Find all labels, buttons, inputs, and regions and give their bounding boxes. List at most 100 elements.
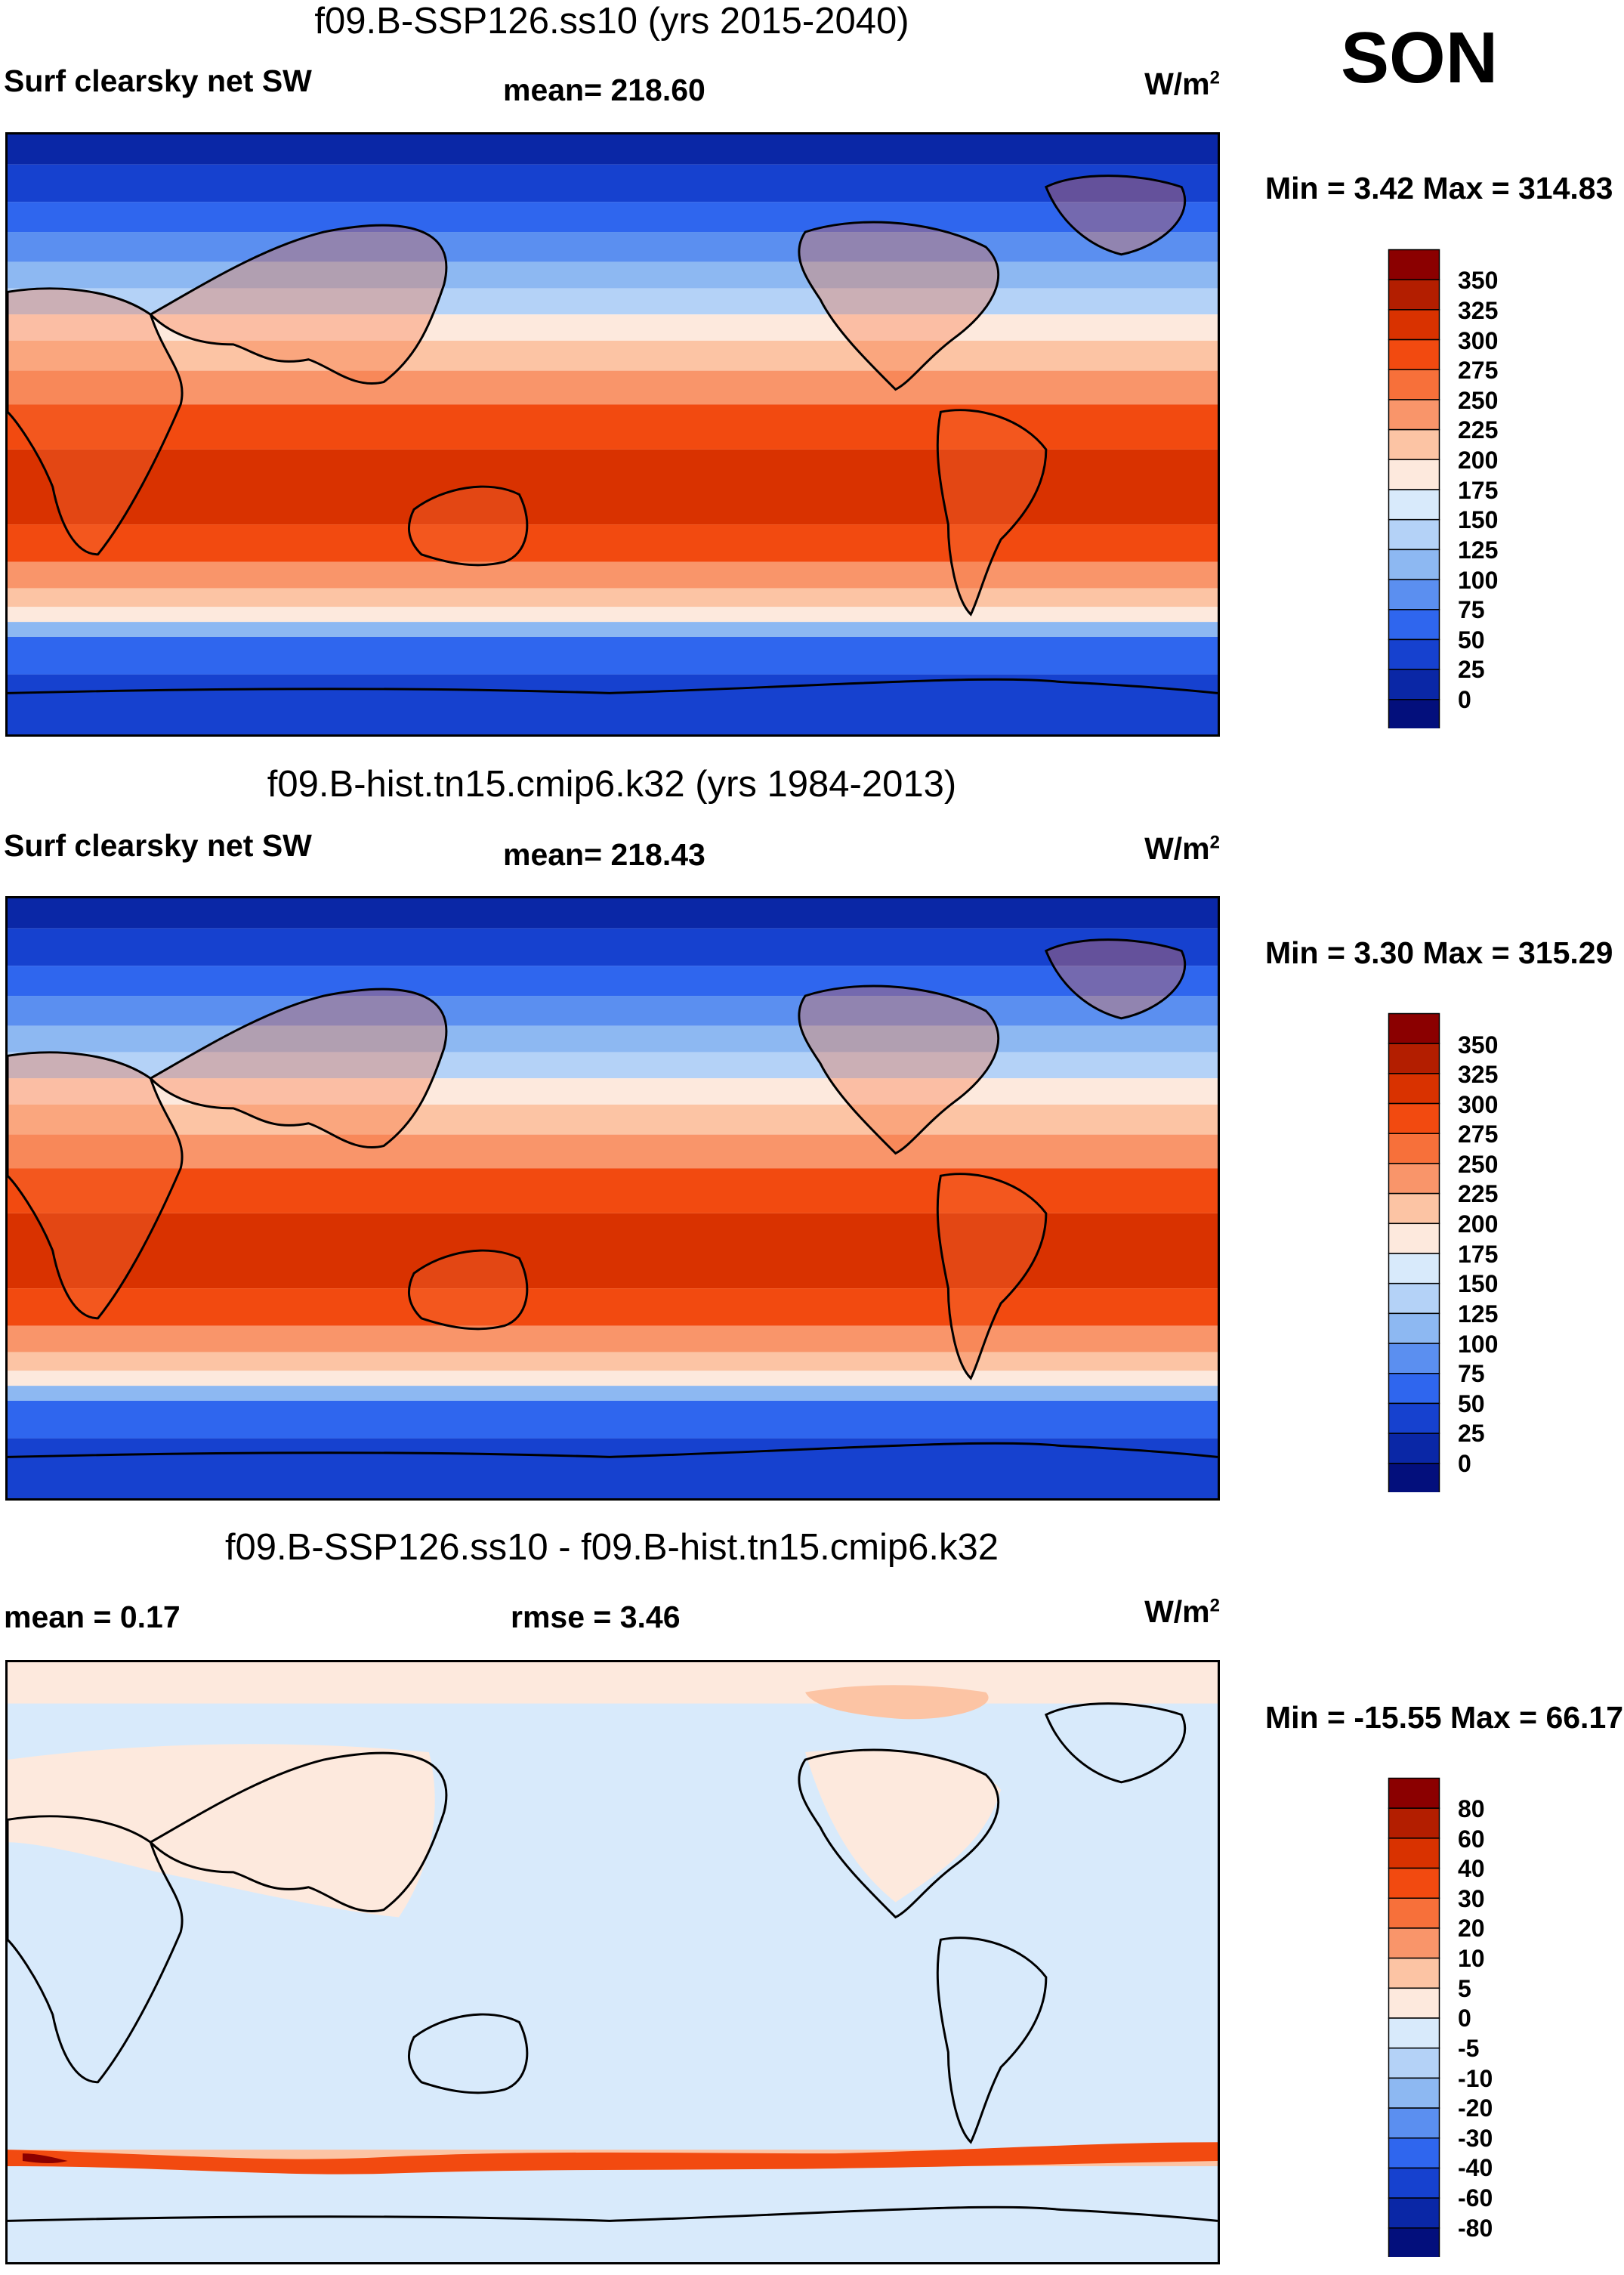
colorbar-swatch bbox=[1388, 2227, 1440, 2257]
colorbar-swatch bbox=[1388, 1012, 1440, 1044]
colorbar-swatch bbox=[1388, 1192, 1440, 1225]
cbar-3-label: 80 bbox=[1458, 1795, 1485, 1822]
colorbar-swatch bbox=[1388, 1433, 1440, 1464]
panel-1-map-svg bbox=[8, 134, 1218, 734]
band bbox=[8, 1662, 1218, 1704]
band bbox=[8, 588, 1218, 607]
cbar-1-label: 225 bbox=[1458, 416, 1499, 444]
band bbox=[8, 1325, 1218, 1352]
panel-1-colorbar bbox=[1388, 249, 1440, 728]
greenland-outline bbox=[1044, 175, 1187, 256]
greenland-outline bbox=[1044, 938, 1187, 1020]
panel-2-colorbar-svg bbox=[1388, 1012, 1440, 1492]
cbar-1-label: 125 bbox=[1458, 536, 1499, 564]
panel-3-map-svg bbox=[8, 1662, 1218, 2262]
band bbox=[8, 1052, 1218, 1079]
cbar-3-label: 10 bbox=[1458, 1945, 1485, 1972]
colorbar-swatch bbox=[1388, 2197, 1440, 2229]
panel-3-minmax: Min = -15.55 Max = 66.17 bbox=[1265, 1700, 1624, 1735]
colorbar-swatch bbox=[1388, 1223, 1440, 1254]
colorbar-swatch bbox=[1388, 579, 1440, 610]
cbar-3-label: -20 bbox=[1458, 2094, 1493, 2122]
colorbar-swatch bbox=[1388, 1343, 1440, 1374]
band bbox=[8, 1078, 1218, 1105]
colorbar-swatch bbox=[1388, 369, 1440, 400]
max-anomaly bbox=[22, 2153, 68, 2164]
band bbox=[8, 202, 1218, 233]
colorbar-swatch bbox=[1388, 609, 1440, 641]
panel-3-unit-label: W/m2 bbox=[1065, 1594, 1220, 1630]
colorbar-swatch bbox=[1388, 2137, 1440, 2169]
panel-1-title: f09.B-SSP126.ss10 (yrs 2015-2040) bbox=[314, 1, 909, 42]
cbar-2-label: 300 bbox=[1458, 1091, 1499, 1118]
colorbar-swatch bbox=[1388, 1838, 1440, 1869]
colorbar-swatch bbox=[1388, 1253, 1440, 1284]
panel-1-mean-label: mean= 218.60 bbox=[503, 73, 705, 107]
cbar-3-label: 30 bbox=[1458, 1885, 1485, 1912]
band bbox=[8, 261, 1218, 289]
cbar-3-label: 0 bbox=[1458, 2005, 1471, 2032]
panel-2-variable-label: Surf clearsky net SW bbox=[4, 828, 312, 863]
cbar-2-label: 75 bbox=[1458, 1360, 1485, 1387]
cbar-2-label: 200 bbox=[1458, 1210, 1499, 1238]
asia-outline bbox=[148, 224, 448, 385]
australia-outline bbox=[407, 1249, 529, 1331]
colorbar-swatch bbox=[1388, 1373, 1440, 1405]
colorbar-swatch bbox=[1388, 2077, 1440, 2109]
band bbox=[8, 524, 1218, 562]
panel-3-unit-sup: 2 bbox=[1209, 1595, 1220, 1616]
band bbox=[8, 1288, 1218, 1326]
band bbox=[8, 288, 1218, 315]
south-america-outline bbox=[936, 409, 1048, 617]
panel-2-unit-label: W/m2 bbox=[1065, 831, 1220, 867]
band bbox=[8, 370, 1218, 405]
panel-2-unit-base: W/m bbox=[1144, 831, 1210, 866]
panel-2-map-svg bbox=[8, 898, 1218, 1498]
band bbox=[8, 636, 1218, 675]
panel-2-mean-label: mean= 218.43 bbox=[503, 837, 705, 872]
antarctica-outline bbox=[8, 678, 1218, 694]
cbar-2-label: 150 bbox=[1458, 1270, 1499, 1297]
colorbar-swatch bbox=[1388, 338, 1440, 370]
cbar-2-label: 325 bbox=[1458, 1061, 1499, 1088]
band bbox=[8, 1025, 1218, 1052]
colorbar-swatch bbox=[1388, 399, 1440, 431]
colorbar-swatch bbox=[1388, 2017, 1440, 2049]
colorbar-swatch bbox=[1388, 2047, 1440, 2079]
panel-3-rmse-label: rmse = 3.46 bbox=[511, 1600, 681, 1634]
band bbox=[8, 996, 1218, 1026]
colorbar-swatch bbox=[1388, 459, 1440, 490]
band bbox=[8, 1104, 1218, 1135]
continent-outlines bbox=[8, 1702, 1218, 2222]
cbar-2-label: 275 bbox=[1458, 1120, 1499, 1148]
cbar-2-label: 225 bbox=[1458, 1180, 1499, 1207]
australia-outline bbox=[407, 2013, 529, 2094]
antarctica-outline bbox=[8, 2205, 1218, 2222]
colorbar-swatch bbox=[1388, 2107, 1440, 2139]
band bbox=[8, 966, 1218, 997]
band bbox=[8, 1400, 1218, 1439]
colorbar-swatch bbox=[1388, 638, 1440, 670]
africa-outline bbox=[8, 287, 184, 556]
cbar-2-label: 100 bbox=[1458, 1331, 1499, 1358]
colorbar-swatch bbox=[1388, 1777, 1440, 1809]
australia-outline bbox=[407, 485, 529, 567]
panel-3-unit-base: W/m bbox=[1144, 1594, 1210, 1629]
band bbox=[8, 449, 1218, 525]
panel-1-unit-label: W/m2 bbox=[1065, 66, 1220, 102]
cbar-1-label: 50 bbox=[1458, 626, 1485, 654]
cbar-3-label: -30 bbox=[1458, 2125, 1493, 2152]
panel-2-unit-sup: 2 bbox=[1209, 832, 1220, 853]
band bbox=[8, 1168, 1218, 1213]
season-label: SON bbox=[1341, 17, 1499, 98]
colorbar-swatch bbox=[1388, 1312, 1440, 1344]
cbar-3-label: 20 bbox=[1458, 1915, 1485, 1942]
cbar-3-label: -60 bbox=[1458, 2184, 1493, 2212]
panel-3-title: f09.B-SSP126.ss10 - f09.B-hist.tn15.cmip… bbox=[224, 1527, 999, 1568]
colorbar-swatch bbox=[1388, 1073, 1440, 1105]
band bbox=[8, 898, 1218, 929]
band bbox=[8, 1438, 1218, 1498]
colorbar-swatch bbox=[1388, 1043, 1440, 1074]
cbar-3-label: -40 bbox=[1458, 2154, 1493, 2181]
panel-2-title: f09.B-hist.tn15.cmip6.k32 (yrs 1984-2013… bbox=[267, 764, 957, 805]
